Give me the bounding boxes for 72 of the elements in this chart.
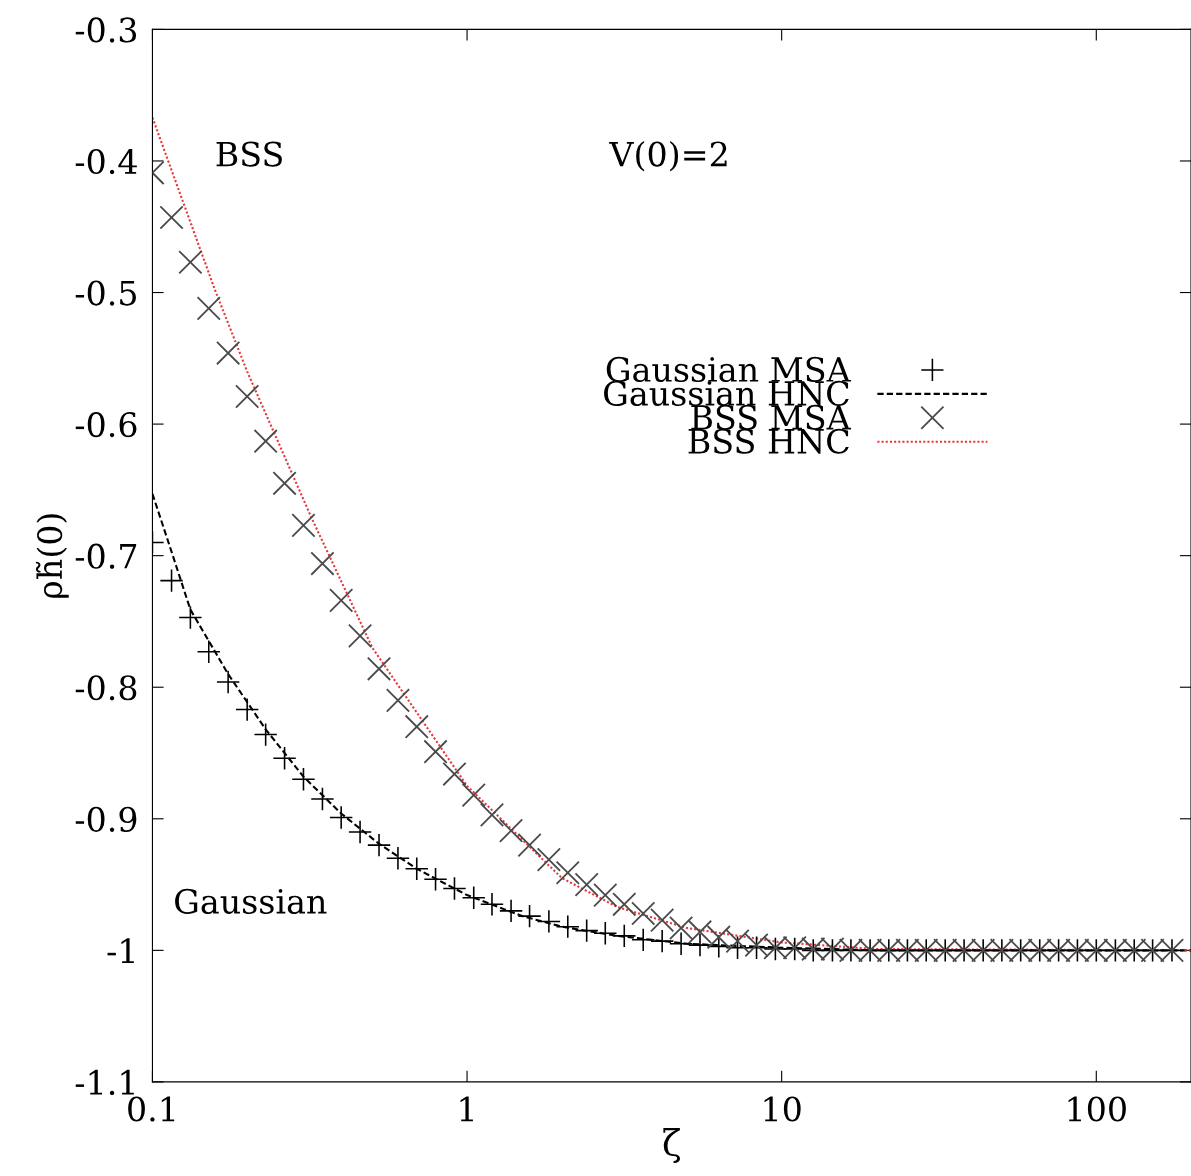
point bbox=[688, 933, 712, 957]
point bbox=[613, 924, 636, 948]
point bbox=[650, 907, 675, 933]
point bbox=[556, 915, 579, 938]
point bbox=[235, 698, 259, 721]
point bbox=[311, 787, 334, 811]
point bbox=[537, 910, 561, 933]
point bbox=[706, 925, 731, 950]
point bbox=[329, 806, 353, 829]
annotation: BSS bbox=[216, 141, 282, 167]
x-axis-title: ζ bbox=[663, 1128, 681, 1164]
point bbox=[632, 928, 655, 952]
point bbox=[594, 922, 617, 945]
point bbox=[669, 915, 694, 941]
point bbox=[329, 588, 354, 613]
point bbox=[405, 857, 428, 880]
point bbox=[291, 513, 316, 538]
point bbox=[404, 714, 429, 739]
y-tick-label: -0.8 bbox=[75, 675, 137, 701]
annotation: Gaussian bbox=[175, 888, 327, 914]
y-tick-label: -0.4 bbox=[75, 148, 137, 175]
point bbox=[462, 886, 485, 909]
point bbox=[631, 901, 656, 926]
point bbox=[536, 847, 561, 872]
point bbox=[253, 429, 278, 454]
point bbox=[178, 250, 203, 275]
point bbox=[347, 623, 373, 649]
point bbox=[366, 656, 392, 681]
annotation: V(0)=2 bbox=[609, 140, 727, 172]
point bbox=[612, 892, 637, 917]
legend-label: BSS HNC bbox=[688, 428, 849, 454]
point bbox=[367, 833, 391, 857]
y-tick-label: -1.1 bbox=[75, 1069, 134, 1096]
point bbox=[442, 761, 467, 787]
point bbox=[725, 929, 750, 954]
y-tick-label: -1 bbox=[107, 938, 134, 964]
point bbox=[498, 818, 524, 843]
x-tick-label: 0.1 bbox=[128, 1096, 175, 1122]
y-axis-title: ρh̃(0) bbox=[35, 514, 69, 598]
point bbox=[159, 205, 184, 230]
point bbox=[235, 384, 260, 409]
point bbox=[461, 783, 486, 808]
point bbox=[310, 551, 335, 576]
point bbox=[272, 471, 297, 496]
point bbox=[517, 833, 542, 858]
point bbox=[555, 860, 580, 885]
point bbox=[216, 670, 240, 694]
point bbox=[196, 296, 221, 321]
point bbox=[273, 747, 296, 770]
y-tick-label: -0.9 bbox=[75, 806, 137, 832]
point bbox=[386, 847, 410, 870]
point bbox=[385, 688, 411, 713]
y-tick-label: -0.5 bbox=[75, 280, 136, 306]
y-tick-label: -0.3 bbox=[75, 17, 137, 43]
point bbox=[650, 929, 674, 953]
y-tick-label: -0.7 bbox=[75, 543, 137, 569]
point bbox=[518, 904, 541, 928]
x-tick-label: 100 bbox=[1068, 1096, 1126, 1122]
point bbox=[669, 932, 693, 955]
point bbox=[687, 919, 713, 945]
point bbox=[593, 882, 618, 908]
point bbox=[574, 872, 599, 897]
point bbox=[499, 899, 523, 923]
point bbox=[216, 340, 241, 366]
point bbox=[197, 640, 220, 663]
point bbox=[479, 802, 505, 827]
y-tick-label: -0.6 bbox=[75, 412, 137, 438]
point bbox=[480, 893, 504, 916]
x-tick-label: 1 bbox=[460, 1096, 473, 1122]
point bbox=[423, 739, 448, 764]
x-tick-label: 10 bbox=[764, 1096, 801, 1122]
point bbox=[348, 820, 372, 844]
